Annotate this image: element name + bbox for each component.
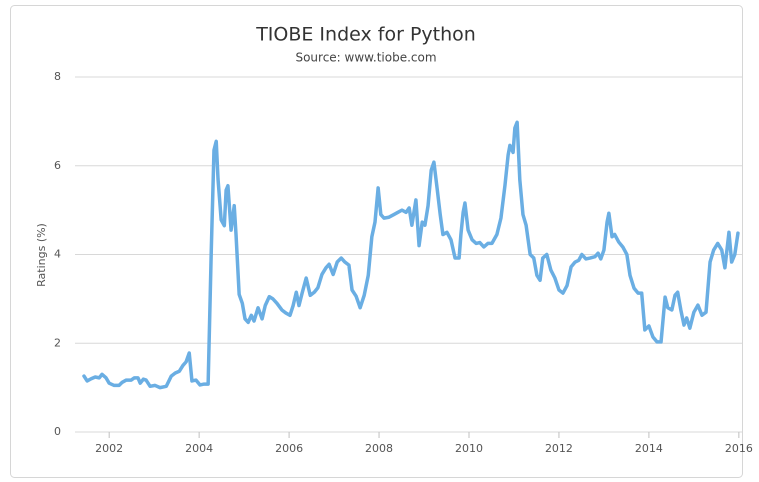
- x-tick-label: 2014: [635, 442, 663, 455]
- y-tick-label: 6: [54, 159, 61, 172]
- chart-title: TIOBE Index for Python: [255, 24, 476, 46]
- x-tick-label: 2006: [275, 442, 303, 455]
- chart-subtitle: Source: www.tiobe.com: [295, 51, 436, 65]
- chart-frame: [10, 5, 743, 478]
- data-line: [82, 120, 740, 390]
- x-tick-label: 2016: [725, 442, 753, 455]
- x-tick-label: 2002: [95, 442, 123, 455]
- y-tick-label: 4: [54, 248, 61, 261]
- y-axis-title: Ratings (%): [35, 223, 48, 287]
- x-tick-label: 2012: [545, 442, 573, 455]
- y-tick-label: 0: [54, 425, 61, 438]
- x-tick-label: 2008: [365, 442, 393, 455]
- y-tick-label: 8: [54, 70, 61, 83]
- x-tick-label: 2010: [455, 442, 483, 455]
- y-tick-label: 2: [54, 336, 61, 349]
- x-tick-label: 2004: [185, 442, 213, 455]
